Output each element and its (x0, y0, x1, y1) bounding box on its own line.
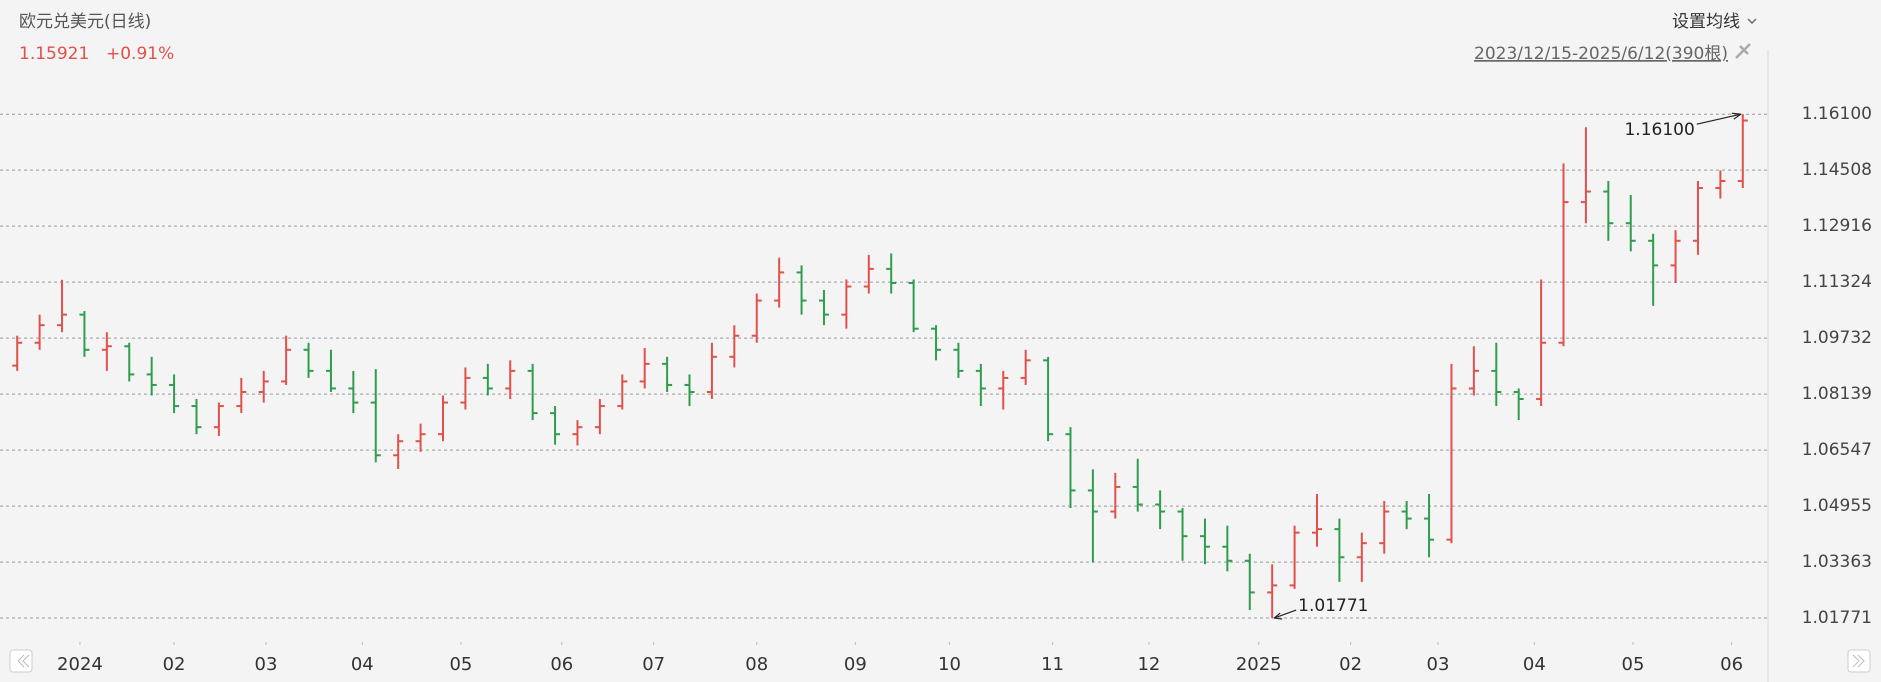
scroll-right[interactable] (1847, 649, 1871, 673)
dropdown-icon[interactable] (1747, 18, 1757, 24)
min-arrowhead (1273, 612, 1283, 620)
max-arrow (1696, 113, 1741, 125)
x-tick-label: 2025 (1236, 654, 1282, 675)
y-tick-label: 1.08139 (1802, 384, 1872, 404)
x-tick-label: 04 (351, 654, 374, 675)
change: +0.91% (106, 44, 174, 64)
x-tick-label: 03 (255, 654, 278, 675)
y-tick-label: 1.16100 (1802, 104, 1872, 124)
scroll-left[interactable] (9, 649, 33, 673)
max-label: 1.16100 (1624, 120, 1694, 140)
x-tick-label: 2024 (57, 654, 103, 675)
ma-button[interactable]: 设置均线 (1672, 12, 1740, 32)
y-tick-label: 1.12916 (1802, 216, 1872, 236)
pin-icon[interactable] (1735, 43, 1751, 59)
max-arrowhead (1731, 112, 1742, 120)
chart-title: 欧元兑美元(日线) (19, 12, 151, 32)
price: 1.15921 (19, 44, 89, 64)
x-tick-label: 10 (938, 654, 961, 675)
x-tick-label: 02 (163, 654, 186, 675)
min-label: 1.01771 (1298, 596, 1368, 616)
x-tick-label: 05 (1622, 654, 1645, 675)
y-tick-label: 1.04955 (1802, 496, 1872, 516)
x-tick-label: 12 (1137, 654, 1160, 675)
x-tick-label: 09 (844, 654, 867, 675)
x-tick-label: 06 (1720, 654, 1743, 675)
x-tick-label: 07 (642, 654, 665, 675)
y-tick-label: 1.11324 (1802, 272, 1872, 292)
min-arrow (1273, 609, 1297, 619)
y-tick-label: 1.03363 (1802, 552, 1872, 572)
y-tick-label: 1.01771 (1802, 608, 1872, 628)
y-tick-label: 1.06547 (1802, 440, 1872, 460)
x-tick-label: 02 (1339, 654, 1362, 675)
x-tick-label: 08 (745, 654, 768, 675)
x-tick-label: 05 (449, 654, 472, 675)
x-tick-label: 11 (1041, 654, 1064, 675)
x-tick-label: 03 (1427, 654, 1450, 675)
y-tick-label: 1.14508 (1802, 160, 1872, 180)
x-tick-label: 04 (1523, 654, 1546, 675)
x-tick-label: 06 (550, 654, 573, 675)
range-text[interactable]: 2023/12/15-2025/6/12(390根) (1474, 44, 1728, 64)
y-tick-label: 1.09732 (1802, 328, 1872, 348)
